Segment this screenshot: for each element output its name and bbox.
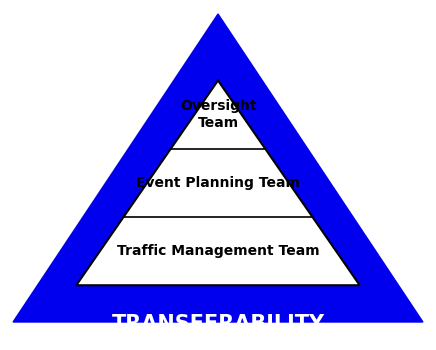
Text: Traffic Management Team: Traffic Management Team (117, 244, 319, 258)
Text: Event Planning Team: Event Planning Team (136, 176, 300, 190)
Text: ADAPTABILITY: ADAPTABILITY (303, 126, 386, 242)
Text: Oversight
Team: Oversight Team (180, 99, 256, 130)
Text: INTEGRATION: INTEGRATION (51, 129, 132, 239)
Text: TRANSFERABILITY: TRANSFERABILITY (112, 314, 324, 334)
Polygon shape (76, 80, 360, 285)
Polygon shape (13, 14, 423, 322)
